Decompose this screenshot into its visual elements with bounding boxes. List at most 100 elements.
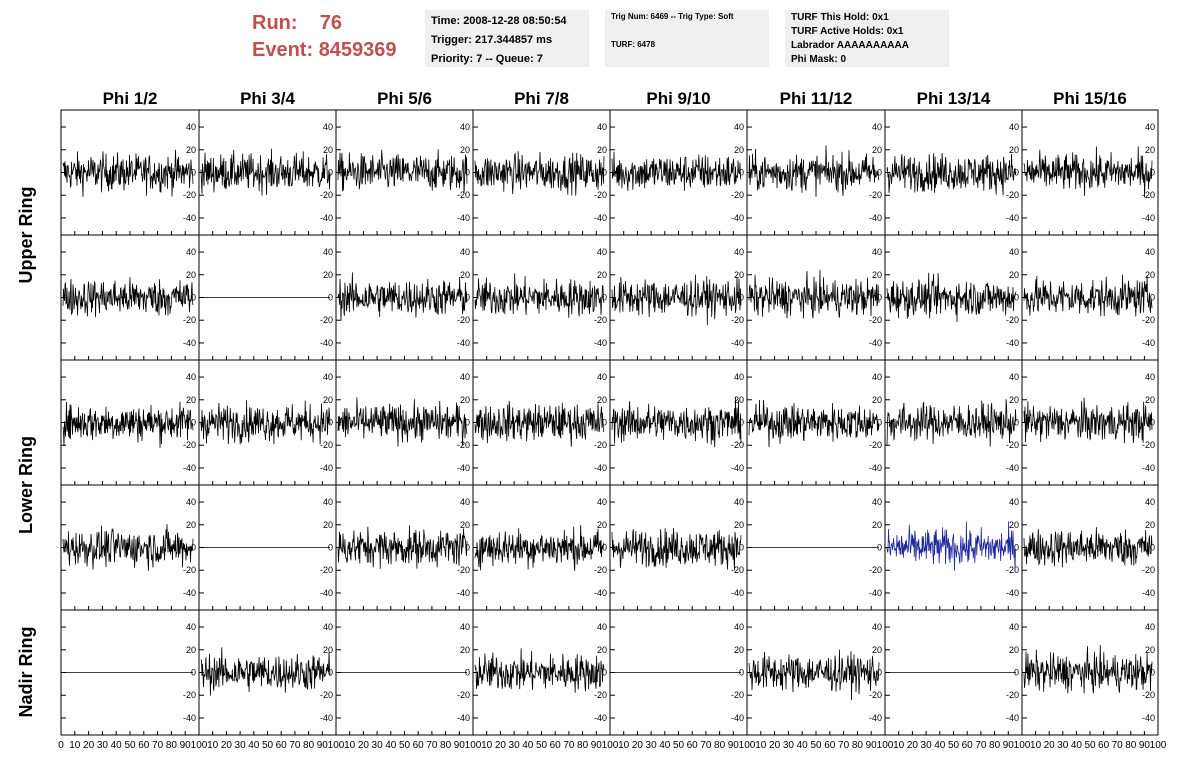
y-tick-label: -40: [457, 463, 470, 473]
x-tick-label: 90: [1139, 740, 1151, 751]
x-tick-label: 40: [111, 740, 123, 751]
panel: 40 20 0 -20 -40: [1021, 234, 1159, 361]
y-tick-label: 40: [1009, 497, 1019, 507]
y-tick-label: 20: [1009, 395, 1019, 405]
y-tick-label: -20: [869, 190, 882, 200]
x-tick-label: 90: [1003, 740, 1015, 751]
y-tick-label: 40: [1145, 497, 1155, 507]
ring-label: Upper Ring: [16, 187, 36, 284]
x-tick-label: 30: [1057, 740, 1069, 751]
y-tick-label: 20: [872, 395, 882, 405]
y-tick-label: 40: [1009, 122, 1019, 132]
panel: 40 20 0 -20 -40: [60, 484, 200, 611]
y-tick-label: 40: [460, 497, 470, 507]
y-tick-label: 0: [1014, 168, 1019, 178]
y-tick-label: -40: [869, 213, 882, 223]
panel: 40 20 0 -20 -40: [1021, 484, 1159, 611]
panel: 40 20 0 -20 -40: [884, 484, 1023, 611]
x-tick-label: 100: [1014, 740, 1031, 751]
y-tick-label: 20: [460, 270, 470, 280]
column-header: Phi 3/4: [240, 89, 295, 108]
y-tick-label: 20: [734, 645, 744, 655]
y-tick-label: 20: [1009, 145, 1019, 155]
y-tick-label: 40: [1145, 122, 1155, 132]
labrador-text: Labrador AAAAAAAAAA: [791, 40, 909, 51]
panel: 40 20 0 -20 -40: [335, 484, 474, 611]
waveform-trace: [611, 397, 742, 448]
trig-num-text: Trig Num: 6469 -- Trig Type: Soft: [611, 12, 734, 21]
y-tick-label: 0: [1014, 543, 1019, 553]
y-tick-label: -20: [594, 690, 607, 700]
panel: 40 20 0 -20 -40: [884, 109, 1023, 236]
waveform-trace: [474, 648, 605, 693]
y-tick-label: -20: [1142, 315, 1155, 325]
y-tick-label: 0: [328, 418, 333, 428]
y-tick-label: 40: [186, 372, 196, 382]
y-tick-label: 40: [460, 247, 470, 257]
panel: 40 20 0 -20 -40: [60, 609, 200, 736]
panel: 40 20 0 -20 -40: [609, 609, 748, 736]
y-tick-label: 0: [602, 293, 607, 303]
waveform-trace: [611, 151, 742, 192]
y-tick-label: -40: [1142, 713, 1155, 723]
event-row: Event: 8459369: [252, 37, 422, 64]
panel: 40 20 0 -20 -40: [335, 359, 474, 486]
waveform-trace: [886, 152, 1017, 196]
panel: 40 20 0 -20 -40: [60, 109, 200, 236]
y-tick-label: 40: [597, 247, 607, 257]
panel: 40 20 0 -20 -40: [746, 359, 886, 486]
y-tick-label: -40: [183, 713, 196, 723]
y-tick-label: 40: [1009, 247, 1019, 257]
waveform-trace: [886, 399, 1017, 447]
x-tick-label: 40: [797, 740, 809, 751]
y-tick-label: 20: [1009, 645, 1019, 655]
y-tick-label: -20: [183, 190, 196, 200]
panel: 40 20 0 -20 -40: [198, 484, 337, 611]
time-info-box: Time: 2008-12-28 08:50:54 Trigger: 217.3…: [425, 10, 589, 67]
column-header: Phi 13/14: [917, 89, 991, 108]
y-tick-label: -20: [320, 440, 333, 450]
y-tick-label: 20: [186, 270, 196, 280]
y-tick-label: -20: [869, 565, 882, 575]
x-tick-label: 90: [454, 740, 466, 751]
y-tick-label: -20: [594, 315, 607, 325]
y-tick-label: 40: [872, 122, 882, 132]
panel: 40 20 0 -20 -40: [1021, 359, 1159, 486]
y-tick-label: 20: [186, 645, 196, 655]
panel: 40 20 0 -20 -40: [472, 109, 611, 236]
y-tick-label: 0: [465, 668, 470, 678]
y-tick-label: -40: [1142, 463, 1155, 473]
panel: 40 20 0 -20 -40: [60, 234, 200, 361]
waveform-trace: [886, 521, 1017, 573]
y-tick-label: 40: [597, 622, 607, 632]
y-tick-label: -20: [869, 315, 882, 325]
panel: 40 20 0 -20 -40: [609, 484, 748, 611]
waveform-trace: [1023, 274, 1153, 317]
y-tick-label: 40: [1009, 622, 1019, 632]
panel: 40 20 0 -20 -40: [746, 234, 886, 361]
x-tick-label: 30: [646, 740, 658, 751]
y-tick-label: 20: [186, 395, 196, 405]
y-tick-label: 0: [328, 543, 333, 553]
waveform-trace: [886, 272, 1017, 323]
y-tick-label: -40: [1142, 588, 1155, 598]
y-tick-label: 0: [602, 418, 607, 428]
y-tick-label: 0: [465, 418, 470, 428]
y-tick-label: 20: [597, 145, 607, 155]
x-tick-label: 40: [659, 740, 671, 751]
x-tick-label: 70: [838, 740, 850, 751]
x-tick-label: 50: [810, 740, 822, 751]
x-tick-label: 60: [413, 740, 425, 751]
y-tick-label: -40: [320, 338, 333, 348]
x-tick-label: 80: [303, 740, 315, 751]
y-tick-label: 40: [323, 622, 333, 632]
y-tick-label: 20: [872, 645, 882, 655]
y-tick-label: 20: [734, 520, 744, 530]
x-tick-label: 20: [769, 740, 781, 751]
y-tick-label: -40: [1006, 463, 1019, 473]
y-tick-label: 40: [1145, 622, 1155, 632]
waveform-trace: [611, 274, 742, 326]
y-tick-label: 40: [1145, 372, 1155, 382]
x-tick-label: 80: [440, 740, 452, 751]
